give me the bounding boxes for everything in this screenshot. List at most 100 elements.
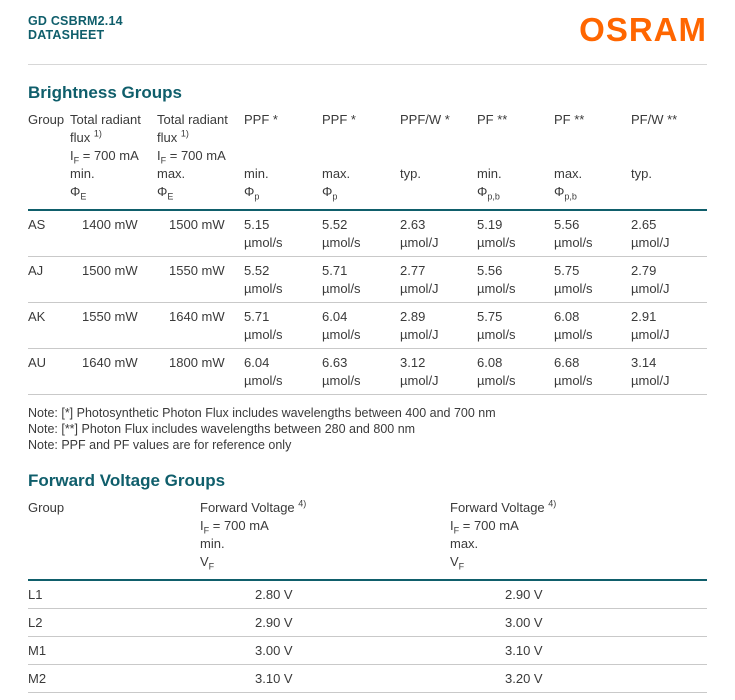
unit: µmol/J xyxy=(400,373,439,388)
unit: µmol/J xyxy=(400,327,439,342)
header-line-4: VF xyxy=(450,554,465,572)
header-line-5: Φp,b xyxy=(554,184,577,202)
unit: µmol/s xyxy=(244,373,283,388)
value: 5.71 xyxy=(322,263,348,278)
fv-column-header: Forward Voltage 4) IF = 700 mA min. VF xyxy=(200,499,450,571)
unit: µmol/J xyxy=(631,373,670,388)
header-line-4: max. xyxy=(554,166,583,181)
header-line-3 xyxy=(631,147,707,165)
value: 5.52 xyxy=(244,263,270,278)
fv-group-cell: L2 xyxy=(28,615,43,630)
fv-row: M1 3.00 V 3.10 V xyxy=(28,637,707,665)
header-line-1: PPF * xyxy=(244,112,278,127)
header-line-3 xyxy=(322,147,400,165)
value: 2.63 xyxy=(400,217,426,232)
pfw-typ-cell: 2.91 µmol/J xyxy=(631,308,707,344)
fv-max-cell: 3.00 V xyxy=(505,615,543,630)
unit: µmol/J xyxy=(400,281,439,296)
column-header: PF ** min. Φp,b xyxy=(477,111,554,201)
fv-min-cell: 3.00 V xyxy=(255,643,293,658)
header-line-5: Φp xyxy=(322,184,338,202)
column-header: Total radiant flux 1) IF = 700 mA min. Φ… xyxy=(70,111,157,201)
header-line-1: Forward Voltage 4) xyxy=(200,498,307,515)
ppf-max-cell: 6.04 µmol/s xyxy=(322,308,400,344)
value: 6.68 xyxy=(554,355,580,370)
unit: µmol/s xyxy=(244,281,283,296)
brightness-table-header: Group Total radiant flux 1) IF = 700 mA … xyxy=(28,111,707,211)
header-line-2 xyxy=(554,129,631,147)
unit: µmol/J xyxy=(631,281,670,296)
radiant-max-cell: 1500 mW xyxy=(169,217,225,232)
header-line-3: min. xyxy=(200,536,225,551)
value: 6.04 xyxy=(322,309,348,324)
value: 6.63 xyxy=(322,355,348,370)
ppfw-typ-cell: 2.89 µmol/J xyxy=(400,308,477,344)
unit: µmol/J xyxy=(631,327,670,342)
value: 2.65 xyxy=(631,217,657,232)
pfw-typ-cell: 2.79 µmol/J xyxy=(631,262,707,298)
value: 5.56 xyxy=(554,217,580,232)
brightness-section: Brightness Groups Group Total radiant fl… xyxy=(28,83,707,453)
fv-column-header: Group xyxy=(28,499,200,571)
header-line-3 xyxy=(28,535,200,553)
header-line-5: Φp xyxy=(244,184,260,202)
header-line-1: Group xyxy=(28,500,65,515)
header-line-1: Total radiant xyxy=(70,112,141,127)
pf-min-cell: 6.08 µmol/s xyxy=(477,354,554,390)
group-cell: AJ xyxy=(28,263,44,278)
group-cell: AU xyxy=(28,355,47,370)
unit: µmol/s xyxy=(554,235,593,250)
brightness-row: AJ 1500 mW 1550 mW 5.52 µmol/s 5.71 µmol… xyxy=(28,257,707,303)
pf-min-cell: 5.19 µmol/s xyxy=(477,216,554,252)
header-line-4: max. xyxy=(157,166,186,181)
header-line-2: flux 1) xyxy=(157,128,189,145)
header-line-4: min. xyxy=(70,166,95,181)
fv-column-header: Forward Voltage 4) IF = 700 mA max. VF xyxy=(450,499,707,571)
column-header: Group xyxy=(28,111,70,201)
column-header: PF ** max. Φp,b xyxy=(554,111,631,201)
unit: µmol/s xyxy=(554,373,593,388)
value: 6.04 xyxy=(244,355,270,370)
column-header: PPF * min. Φp xyxy=(244,111,322,201)
header-line-2 xyxy=(322,129,400,147)
pf-max-cell: 5.75 µmol/s xyxy=(554,262,631,298)
header-line-4: min. xyxy=(477,166,502,181)
value: 2.91 xyxy=(631,309,657,324)
ppf-min-cell: 5.52 µmol/s xyxy=(244,262,322,298)
note-line: Note: PPF and PF values are for referenc… xyxy=(28,438,292,452)
header-line-2 xyxy=(28,129,70,147)
unit: µmol/s xyxy=(322,373,361,388)
fv-group-cell: M1 xyxy=(28,643,47,658)
header-line-4 xyxy=(28,553,200,571)
header-line-5 xyxy=(28,183,70,201)
fv-max-cell: 3.10 V xyxy=(505,643,543,658)
group-cell: AS xyxy=(28,217,46,232)
value: 5.75 xyxy=(554,263,580,278)
radiant-min-cell: 1550 mW xyxy=(82,309,138,324)
value: 5.56 xyxy=(477,263,503,278)
header-line-2 xyxy=(244,129,322,147)
column-header: PPF * max. Φp xyxy=(322,111,400,201)
unit: µmol/s xyxy=(322,235,361,250)
fv-min-cell: 3.10 V xyxy=(255,671,293,686)
unit: µmol/s xyxy=(244,235,283,250)
unit: µmol/s xyxy=(477,327,516,342)
header-line-1: PPF/W * xyxy=(400,112,450,127)
header-line-3 xyxy=(477,147,554,165)
header-line-2: flux 1) xyxy=(70,128,102,145)
doc-type-label: DATASHEET xyxy=(28,28,105,42)
unit: µmol/s xyxy=(244,327,283,342)
unit: µmol/s xyxy=(477,235,516,250)
header-line-4: min. xyxy=(244,166,269,181)
header-line-5 xyxy=(400,183,477,201)
value: 6.08 xyxy=(477,355,503,370)
pfw-typ-cell: 2.65 µmol/J xyxy=(631,216,707,252)
header-line-4: typ. xyxy=(400,166,421,181)
ppf-min-cell: 6.04 µmol/s xyxy=(244,354,322,390)
fv-max-cell: 2.90 V xyxy=(505,587,543,602)
fv-row: L1 2.80 V 2.90 V xyxy=(28,581,707,609)
header-line-4: typ. xyxy=(631,166,652,181)
header-line-2 xyxy=(28,517,200,535)
radiant-max-cell: 1800 mW xyxy=(169,355,225,370)
